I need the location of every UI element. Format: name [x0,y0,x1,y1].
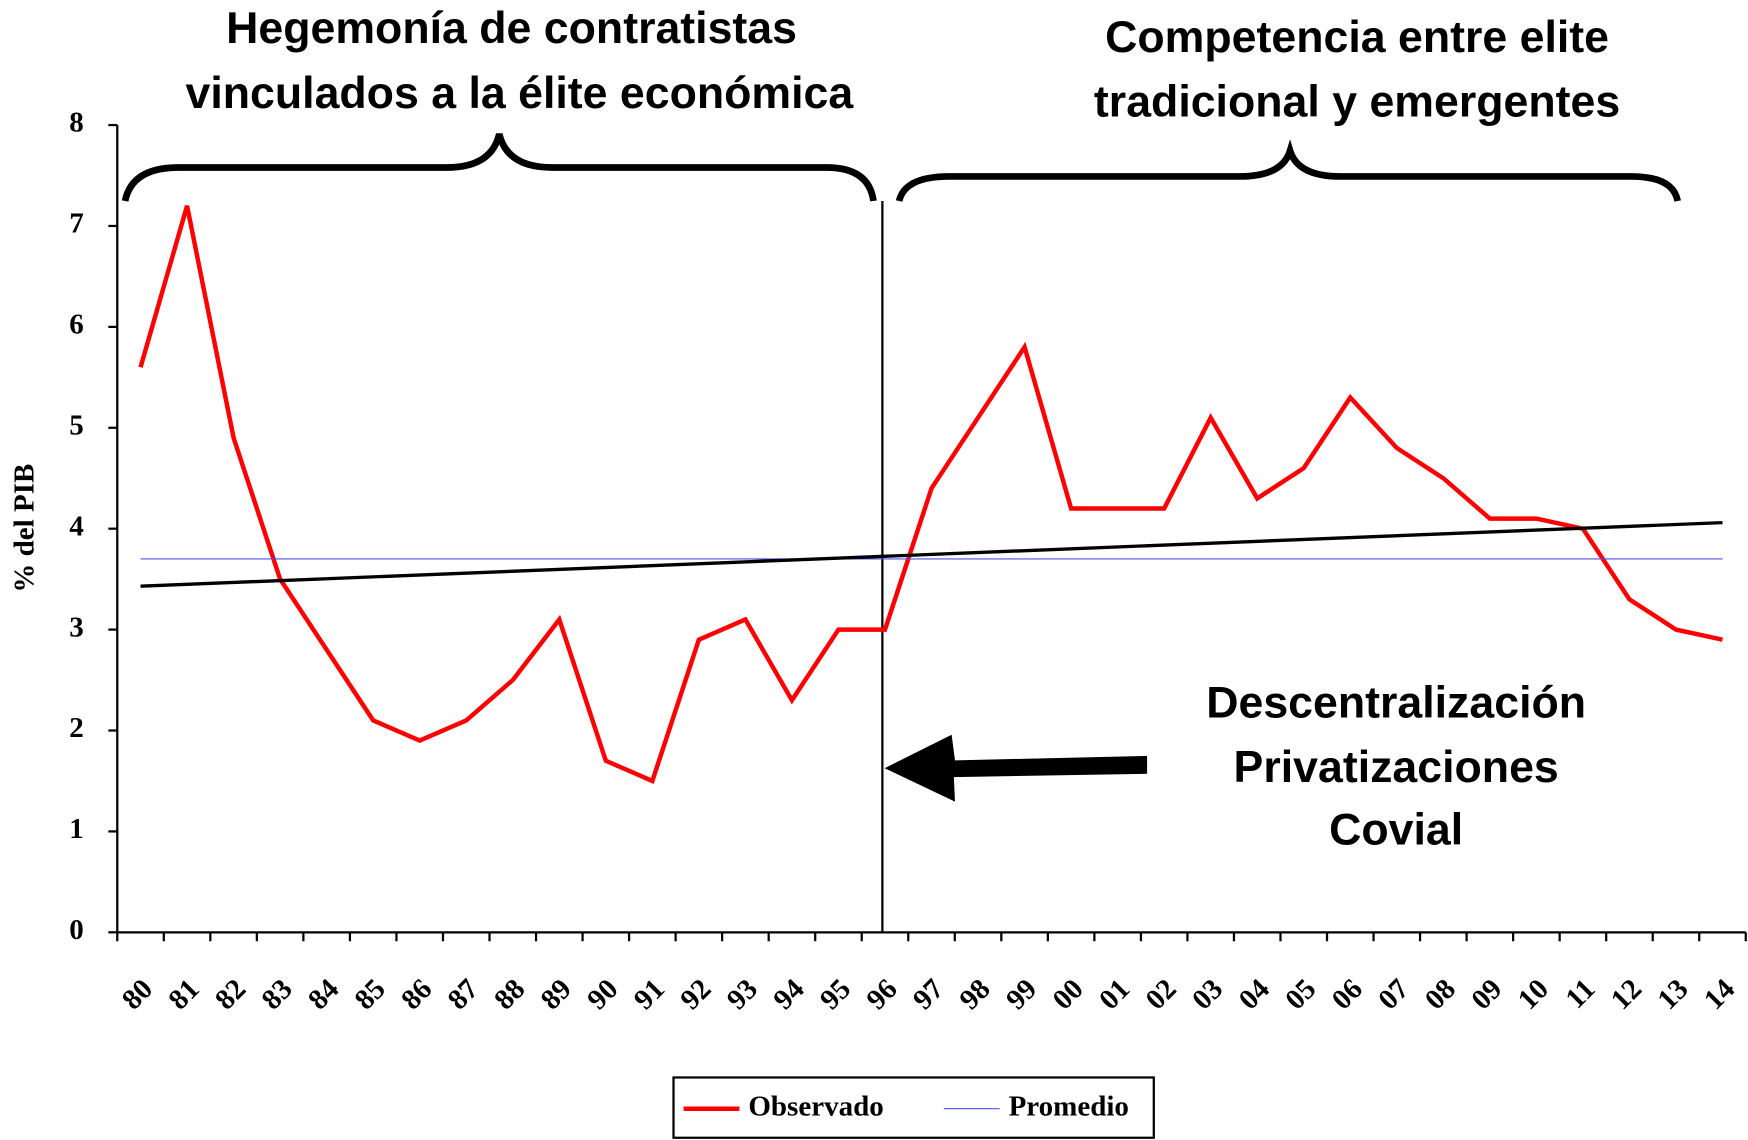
annotation: Covial [1329,806,1463,855]
brace [895,139,1681,202]
x-tick-label: 83 [256,973,299,1016]
x-tick-label: 95 [814,973,857,1016]
x-tick-label: 00 [1047,973,1090,1016]
x-tick-label: 88 [488,973,531,1016]
y-tick-label: 0 [69,914,84,946]
annotation: Privatizaciones [1234,743,1559,792]
x-tick-label: 02 [1140,973,1183,1016]
arrow [884,734,1148,802]
x-tick-label: 98 [953,973,996,1016]
y-axis-label: % del PIB [8,464,40,593]
annotation: Competencia entre elite [1105,13,1609,62]
x-tick-label: 08 [1419,973,1462,1016]
annotation: Descentralización [1206,678,1586,727]
x-tick-label: 94 [767,973,810,1016]
x-tick-label: 91 [628,973,671,1016]
x-tick-label: 85 [349,973,392,1016]
y-tick-label: 2 [69,712,84,744]
x-tick-label: 04 [1233,973,1276,1016]
y-tick-label: 8 [69,107,84,139]
y-tick-label: 1 [69,813,84,845]
x-tick-label: 93 [721,973,764,1016]
y-tick-label: 7 [69,208,84,240]
x-tick-label: 86 [395,973,438,1016]
legend [672,1076,1155,1139]
x-tick-label: 81 [163,973,206,1016]
y-tick-label: 5 [69,409,84,441]
x-tick-label: 01 [1093,973,1136,1016]
x-tick-label: 99 [1000,973,1043,1016]
line [138,205,1723,784]
x-tick-label: 92 [674,973,717,1016]
x-tick-label: 03 [1186,973,1229,1016]
x-tick-label: 80 [116,973,159,1016]
x-tick-label: 90 [581,973,624,1016]
y-tick-label: 3 [69,611,84,643]
x-tick-label: 14 [1698,973,1741,1016]
x-tick-label: 87 [442,973,485,1016]
x-tick-label: 06 [1326,973,1369,1016]
x-tick-label: 12 [1605,973,1648,1016]
annotation: tradicional y emergentes [1094,78,1620,127]
legend-label: Promedio [1009,1090,1129,1122]
annotation: Hegemonía de contratistas [226,4,797,53]
x-tick-label: 07 [1372,973,1415,1016]
x-tick-label: 05 [1279,973,1322,1016]
x-tick-label: 89 [535,973,578,1016]
brace [121,133,877,202]
x-tick-label: 97 [907,973,950,1016]
legend-label: Observado [748,1090,883,1122]
x-tick-label: 09 [1465,973,1508,1016]
x-tick-label: 96 [860,973,903,1016]
y-tick-label: 6 [69,309,84,341]
y-tick-label: 4 [69,510,84,542]
x-tick-label: 82 [209,973,252,1016]
x-tick-label: 11 [1559,973,1601,1015]
x-tick-label: 84 [302,973,345,1016]
annotation: vinculados a la élite económica [186,69,855,118]
trend-line [140,520,1723,588]
x-tick-label: 13 [1651,973,1694,1016]
x-tick-label: 10 [1512,973,1555,1016]
